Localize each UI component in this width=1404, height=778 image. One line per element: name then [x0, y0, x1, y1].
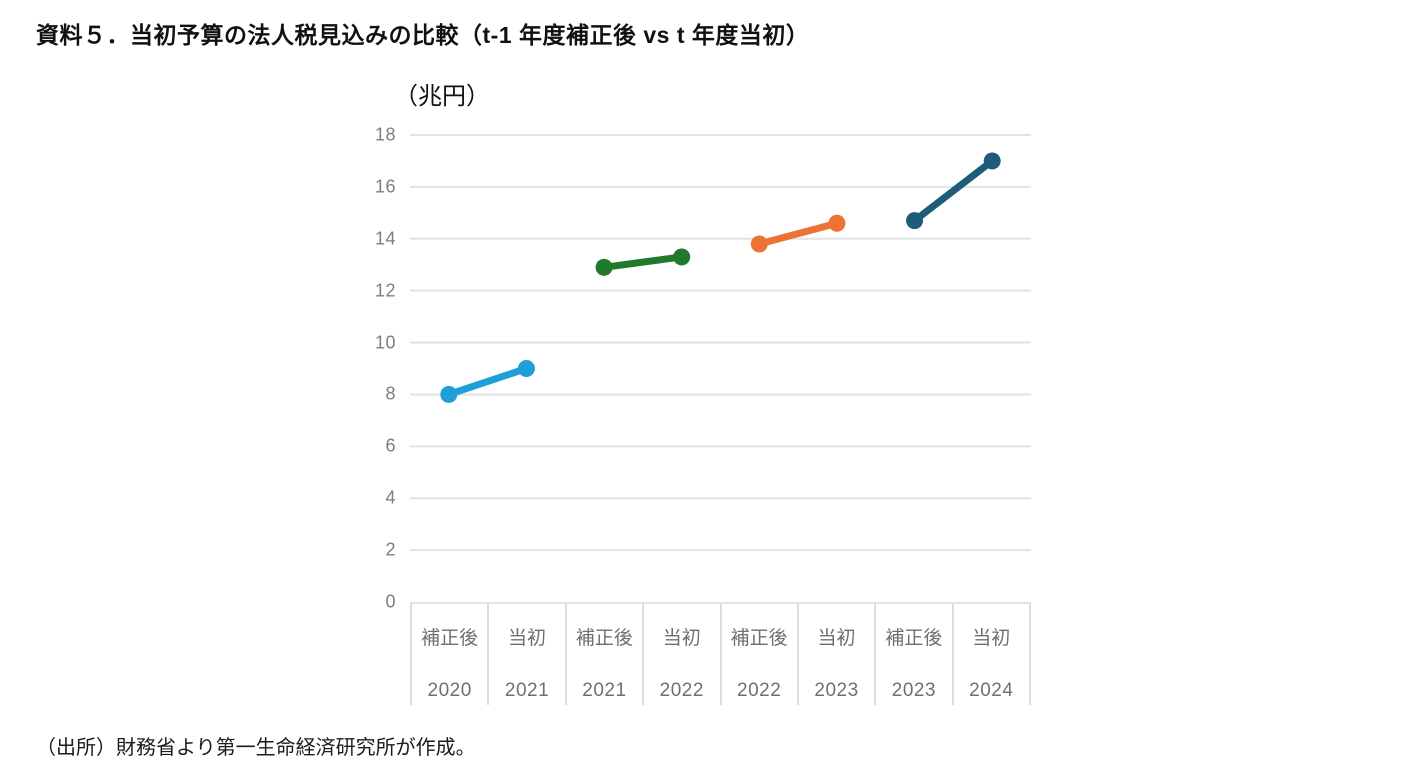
x-axis-year-label: 2020	[427, 680, 472, 701]
y-tick-label: 2	[385, 539, 396, 560]
x-axis-year-label: 2024	[969, 680, 1014, 701]
series-line	[600, 253, 686, 271]
x-axis-cell: 補正後 2023	[874, 604, 951, 705]
plot-area	[410, 134, 1031, 602]
y-tick-label: 0	[385, 591, 396, 612]
series-line	[755, 219, 841, 248]
x-axis-cell: 当初 2021	[487, 604, 564, 705]
x-axis-period-label: 補正後	[885, 628, 943, 649]
x-axis-year-label: 2022	[737, 680, 782, 701]
x-axis-cell: 当初 2024	[951, 604, 1031, 705]
y-axis: 0 2 4 6 8 10 12 14 16 18	[330, 125, 396, 612]
x-axis-year-label: 2021	[582, 680, 627, 701]
x-axis-year-label: 2023	[891, 680, 937, 701]
y-tick-label: 6	[385, 435, 396, 456]
y-tick-label: 4	[385, 487, 396, 508]
chart-canvas	[410, 134, 1031, 552]
y-tick-label: 10	[374, 332, 396, 353]
x-axis-table: 補正後 2020 当初 2021 補正後 2021 当初 2022 補正後 2022 当初 2023 補…	[410, 602, 1031, 705]
x-axis-period-label: 当初	[508, 628, 547, 649]
x-axis-cell: 補正後 2022	[719, 604, 797, 705]
series-line	[911, 157, 996, 225]
x-axis-year-label: 2022	[659, 680, 704, 701]
data-point	[440, 385, 458, 403]
x-axis-period-label: 補正後	[730, 628, 788, 649]
data-point	[983, 152, 1001, 170]
x-axis-cell: 補正後 2021	[564, 604, 642, 705]
source-note: （出所）財務省より第一生命経済研究所が作成。	[36, 737, 476, 759]
data-point	[828, 214, 846, 232]
data-point	[517, 360, 535, 377]
x-axis-cell: 当初 2023	[796, 604, 874, 705]
data-point	[595, 258, 613, 276]
y-tick-label: 16	[374, 176, 396, 197]
y-tick-label: 12	[374, 280, 396, 301]
x-axis-period-label: 補正後	[575, 628, 633, 649]
series-line	[445, 365, 530, 398]
x-axis-period-label: 当初	[662, 628, 701, 649]
y-axis-unit-label: （兆円）	[394, 83, 490, 110]
y-tick-label: 18	[374, 124, 396, 145]
data-point	[906, 212, 924, 230]
data-point	[673, 248, 691, 266]
data-point	[750, 235, 768, 253]
x-axis-year-label: 2023	[814, 680, 859, 701]
chart-title: 資料５．当初予算の法人税見込みの比較（t-1 年度補正後 vs t 年度当初）	[36, 22, 810, 48]
x-axis-cell: 当初 2022	[642, 604, 719, 705]
x-axis-period-label: 当初	[817, 628, 856, 649]
x-axis-period-label: 補正後	[421, 628, 479, 649]
y-tick-label: 8	[385, 383, 396, 404]
x-axis-period-label: 当初	[972, 628, 1011, 649]
x-axis-year-label: 2021	[504, 680, 550, 701]
y-tick-label: 14	[374, 228, 396, 249]
x-axis-cell: 補正後 2020	[410, 604, 487, 705]
